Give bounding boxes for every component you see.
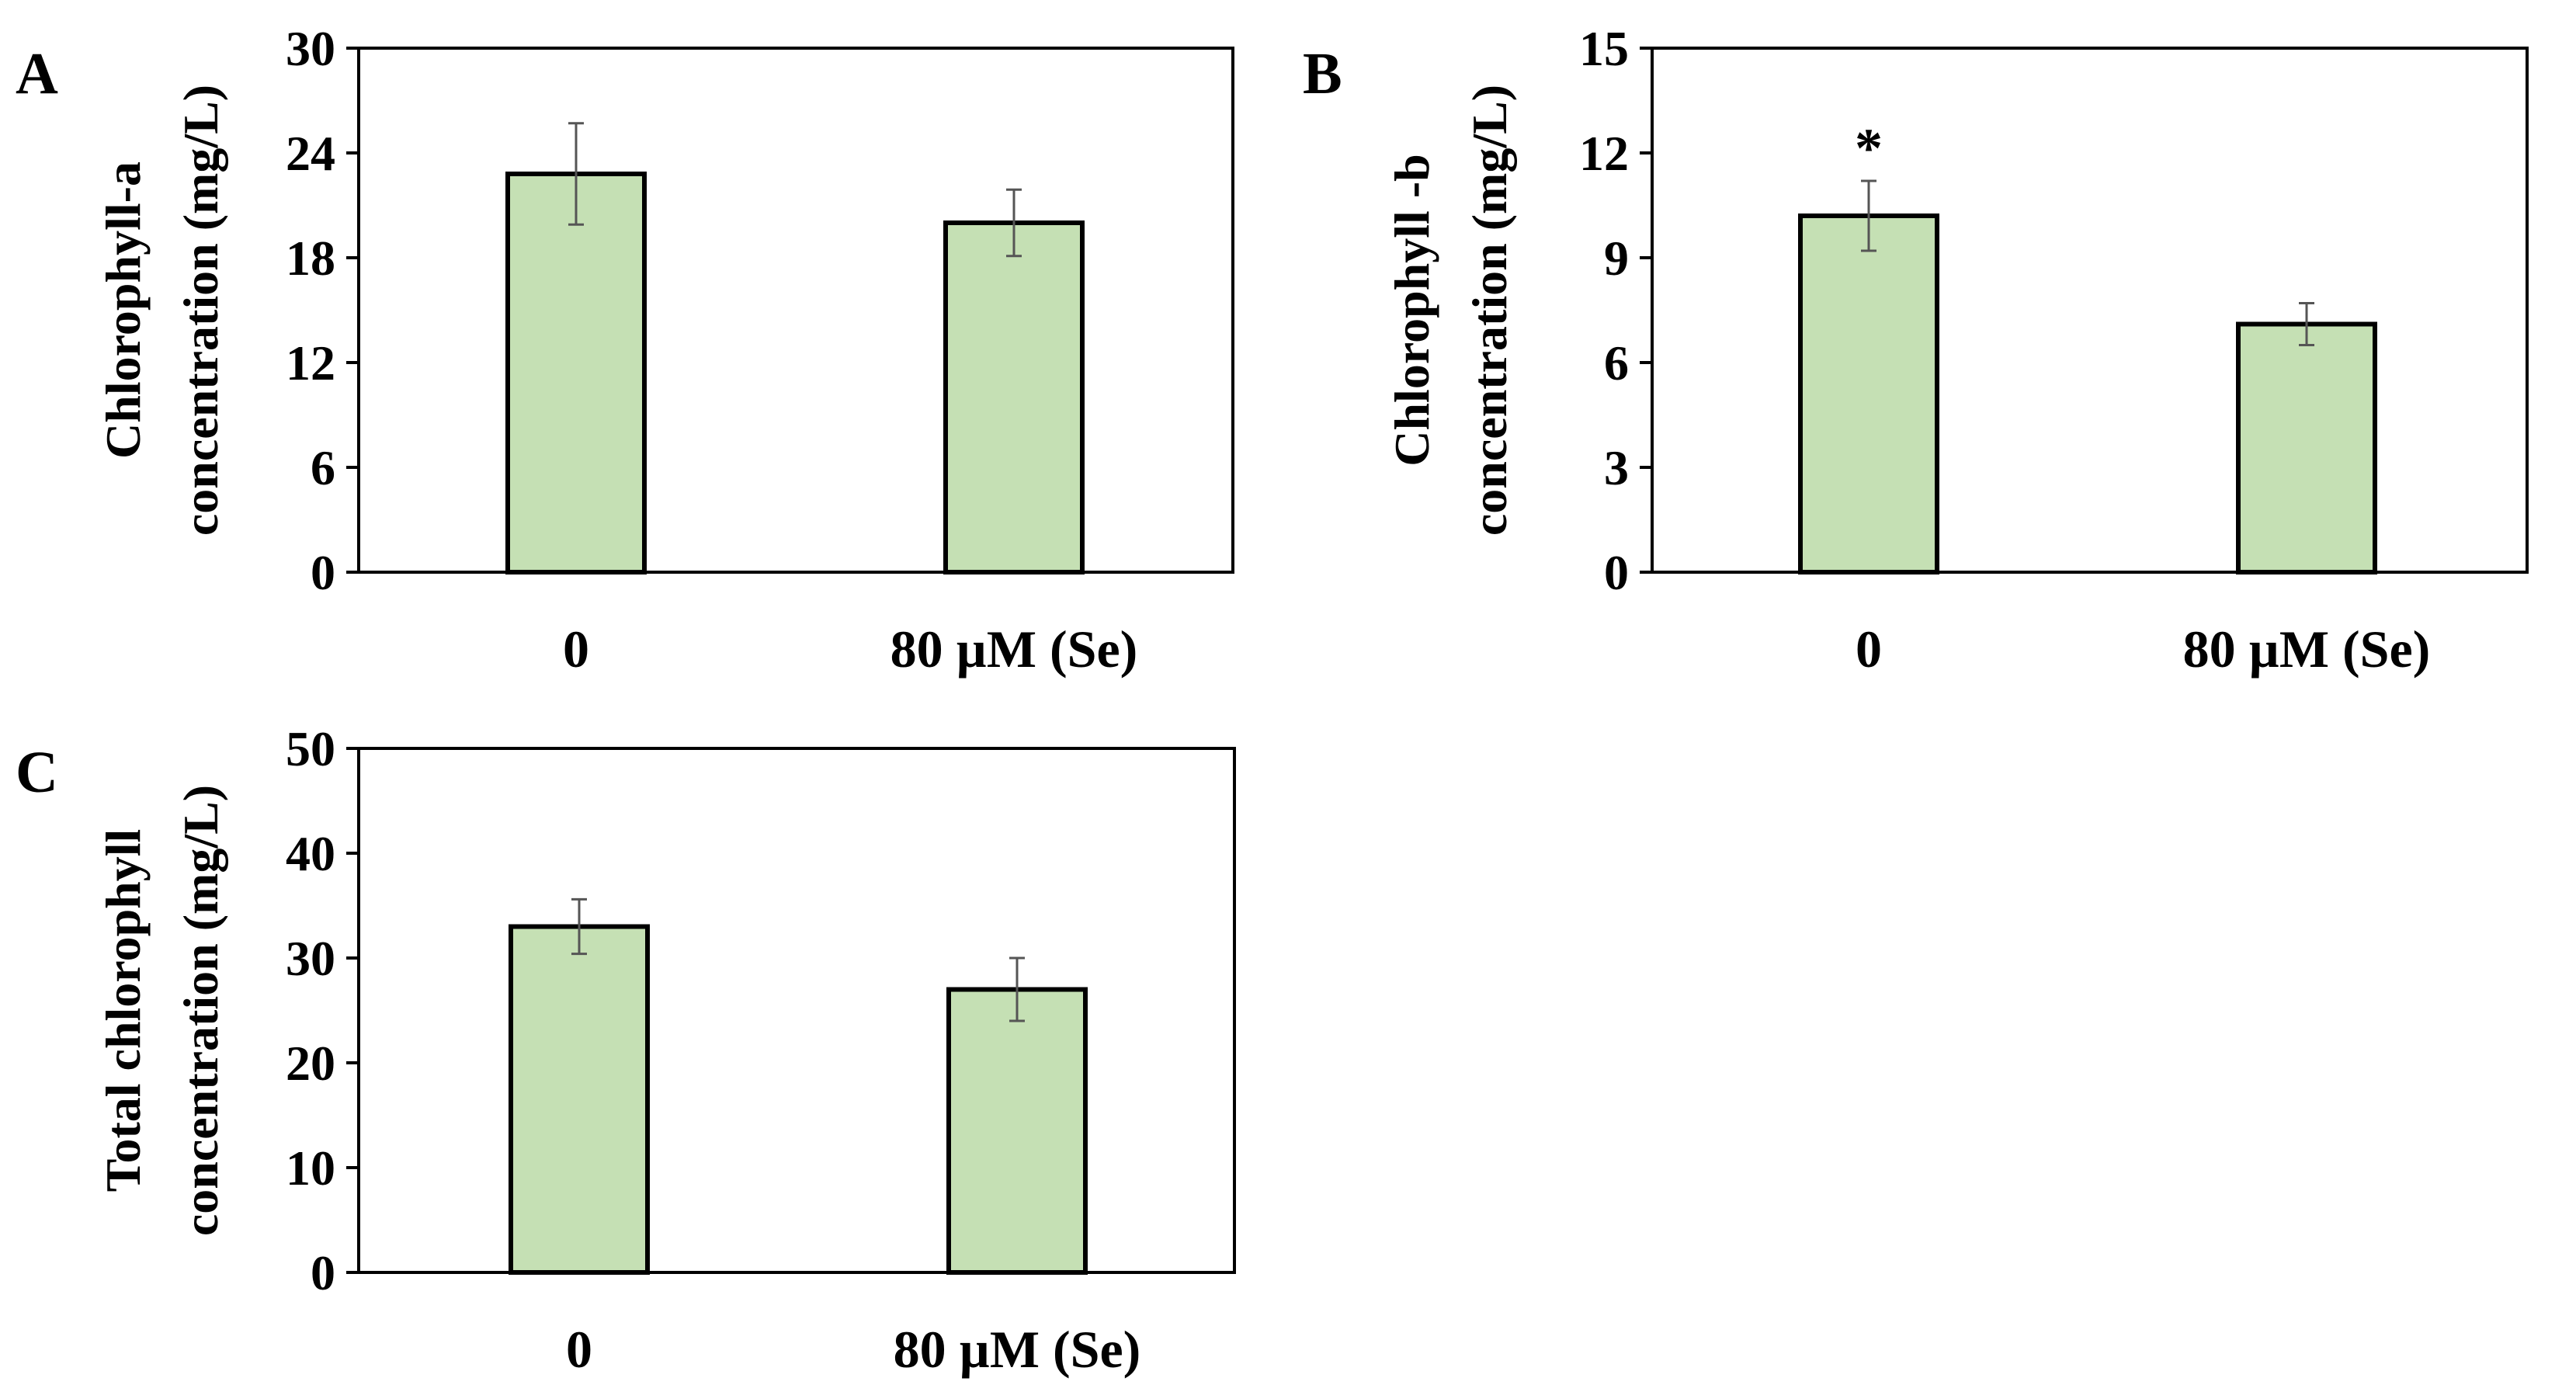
- panel-a-label: A: [16, 41, 58, 106]
- panel-c: C 0 10 20 30 40 50 Total chlorophyll concentrati…: [16, 721, 1236, 1379]
- panel-c-plot-frame: [357, 747, 1236, 1274]
- panel-a-bar-1: [505, 172, 647, 574]
- panel-a-bar-2: [943, 220, 1085, 574]
- panel-a-ylabel-line1: Chlorophyll-a: [95, 161, 151, 459]
- panel-c-bar-2: [946, 987, 1088, 1275]
- panel-b-plot-frame: [1651, 47, 2529, 574]
- panel-b-ylabel-line2: concentration (mg/L): [1462, 85, 1517, 536]
- panel-c-ytick-label: 50: [286, 721, 335, 776]
- panel-c-ytick-label: 0: [311, 1245, 335, 1300]
- panel-b-ytick-label: 12: [1579, 126, 1629, 181]
- panel-b-ytick-label: 3: [1604, 440, 1629, 495]
- panel-a-ylabel-line2: concentration (mg/L): [173, 85, 228, 536]
- panel-b-ytick-label: 15: [1579, 21, 1629, 76]
- panel-b-ylabel-line1: Chlorophyll -b: [1384, 154, 1439, 467]
- panel-a-ytick-label: 24: [286, 126, 335, 181]
- panel-c-ytick-label: 20: [286, 1036, 335, 1091]
- panel-c-ylabel-line2: concentration (mg/L): [173, 785, 228, 1236]
- panel-c-label: C: [16, 740, 58, 805]
- panel-b-ytick-label: 9: [1604, 231, 1629, 286]
- panel-a-xtick-label-1: 0: [563, 620, 589, 679]
- panel-c-xtick-label-2: 80 µM (Se): [894, 1320, 1141, 1379]
- panel-a-ytick-label: 12: [286, 335, 335, 391]
- panel-b-ytick-label: 6: [1604, 335, 1629, 391]
- panel-b: B 0 3 6 9 12 15 Chlorophyll -b concentration (mg…: [1303, 21, 2529, 679]
- panel-c-bar-1: [509, 924, 650, 1275]
- panel-a-ytick-label: 6: [311, 440, 335, 495]
- panel-c-ylabel-line1: Total chlorophyll: [95, 829, 151, 1192]
- panel-b-bar-2: [2236, 321, 2377, 574]
- panel-b-xtick-label-2: 80 µM (Se): [2183, 620, 2431, 679]
- panel-a-ytick-label: 0: [311, 545, 335, 600]
- panel-a: A 0 6 12 18 24 30 Chlorophyll-a concentration (m…: [16, 21, 1234, 679]
- panel-a-plot-frame: [357, 47, 1234, 574]
- panel-c-ytick-label: 10: [286, 1140, 335, 1196]
- panel-a-ytick-label: 30: [286, 21, 335, 76]
- panel-a-ytick-label: 18: [286, 231, 335, 286]
- panel-b-significance-mark: *: [1855, 117, 1883, 179]
- panel-c-ytick-label: 30: [286, 931, 335, 986]
- panel-c-xtick-label-1: 0: [566, 1320, 592, 1379]
- panel-b-bar-1: [1798, 213, 1939, 574]
- panel-b-label: B: [1303, 41, 1342, 106]
- panel-b-xtick-label-1: 0: [1856, 620, 1882, 679]
- panel-c-ytick-label: 40: [286, 826, 335, 881]
- panel-b-ytick-label: 0: [1604, 545, 1629, 600]
- panel-a-xtick-label-2: 80 µM (Se): [890, 620, 1138, 679]
